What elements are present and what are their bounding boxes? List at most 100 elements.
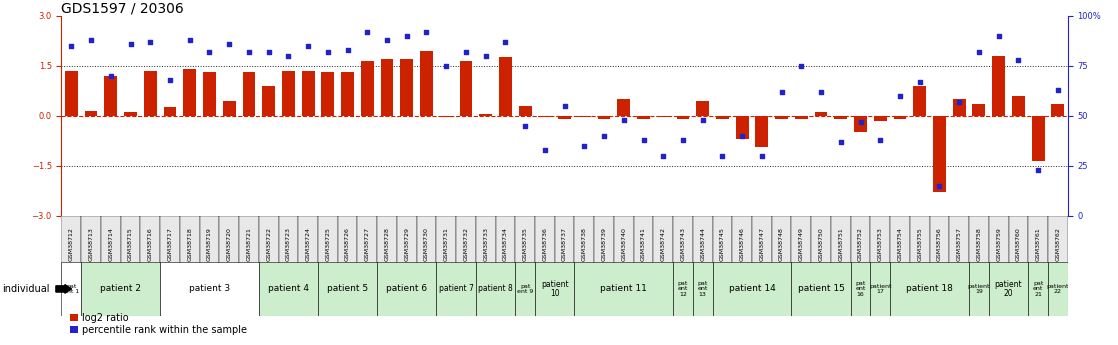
Text: GSM38727: GSM38727 <box>364 227 370 261</box>
Bar <box>893 116 907 119</box>
Bar <box>673 262 693 316</box>
Text: GSM38761: GSM38761 <box>1035 227 1041 261</box>
Point <box>970 49 988 54</box>
Text: GSM38726: GSM38726 <box>345 227 350 261</box>
Bar <box>318 216 338 292</box>
Bar <box>519 106 531 116</box>
Text: GSM38752: GSM38752 <box>858 227 863 261</box>
Bar <box>614 216 634 292</box>
Bar <box>397 216 417 292</box>
Text: GSM38757: GSM38757 <box>957 227 961 261</box>
Bar <box>752 216 771 292</box>
Bar <box>495 216 515 292</box>
Bar <box>282 71 295 116</box>
Bar <box>121 216 141 292</box>
Bar <box>993 56 1005 116</box>
Bar <box>890 216 910 292</box>
Text: patient
19: patient 19 <box>968 284 991 294</box>
Text: GSM38737: GSM38737 <box>562 227 567 261</box>
Point <box>259 49 277 54</box>
Bar <box>456 216 476 292</box>
Text: GSM38714: GSM38714 <box>108 227 113 261</box>
Bar <box>160 262 258 316</box>
Point <box>713 153 731 158</box>
Bar <box>598 116 610 119</box>
Text: GSM38744: GSM38744 <box>700 227 705 261</box>
Bar <box>476 262 515 316</box>
Bar <box>82 262 160 316</box>
Text: GSM38733: GSM38733 <box>483 227 489 261</box>
Bar <box>815 112 827 116</box>
Bar <box>1048 216 1068 292</box>
Point <box>871 137 889 142</box>
Text: GSM38741: GSM38741 <box>641 227 646 261</box>
Point <box>200 49 218 54</box>
Bar <box>575 262 673 316</box>
Bar <box>712 216 732 292</box>
Point <box>240 49 258 54</box>
Bar <box>377 262 436 316</box>
Bar <box>459 61 473 116</box>
Text: GSM38745: GSM38745 <box>720 227 724 261</box>
Text: individual: individual <box>2 284 49 294</box>
Point <box>911 79 929 84</box>
Text: patient 11: patient 11 <box>600 284 647 294</box>
Text: pat
ent
13: pat ent 13 <box>698 281 708 297</box>
Bar <box>732 216 752 292</box>
Text: GDS1597 / 20306: GDS1597 / 20306 <box>61 1 184 16</box>
Bar <box>988 216 1008 292</box>
Text: GSM38753: GSM38753 <box>878 227 883 261</box>
Text: GSM38754: GSM38754 <box>898 227 902 261</box>
Text: patient 6: patient 6 <box>386 284 427 294</box>
Bar <box>792 262 851 316</box>
Point <box>989 33 1007 38</box>
Text: patient 3: patient 3 <box>189 284 230 294</box>
Point <box>141 39 159 44</box>
Bar <box>637 116 650 119</box>
Point <box>220 41 238 46</box>
Bar <box>536 216 555 292</box>
Bar <box>871 262 890 316</box>
Point <box>517 123 534 128</box>
Text: GSM38738: GSM38738 <box>581 227 587 261</box>
Bar <box>1048 262 1068 316</box>
Text: patient 5: patient 5 <box>326 284 368 294</box>
Bar <box>834 116 847 119</box>
Point <box>891 93 909 98</box>
Bar <box>874 116 887 121</box>
Text: GSM38723: GSM38723 <box>286 227 291 261</box>
Point <box>339 47 357 52</box>
Legend: log2 ratio, percentile rank within the sample: log2 ratio, percentile rank within the s… <box>66 309 250 338</box>
Bar <box>775 116 788 119</box>
Text: GSM38751: GSM38751 <box>838 227 843 261</box>
Point <box>832 139 850 144</box>
Text: GSM38719: GSM38719 <box>207 227 212 261</box>
Bar <box>400 59 414 116</box>
Point <box>1049 87 1067 92</box>
Text: GSM38713: GSM38713 <box>88 227 94 261</box>
Text: patient 7: patient 7 <box>438 284 474 294</box>
Point <box>930 183 948 188</box>
Bar <box>439 116 453 117</box>
Point <box>595 133 613 138</box>
Bar <box>575 216 594 292</box>
Bar <box>436 216 456 292</box>
Bar <box>203 72 216 116</box>
Point <box>694 117 712 122</box>
Point <box>457 49 475 54</box>
Bar <box>515 262 536 316</box>
Text: GSM38725: GSM38725 <box>325 227 330 261</box>
Bar <box>1029 216 1048 292</box>
Point <box>280 53 297 58</box>
Point <box>359 29 377 34</box>
Text: pat
ent
12: pat ent 12 <box>678 281 689 297</box>
Point <box>496 39 514 44</box>
Text: GSM38748: GSM38748 <box>779 227 784 261</box>
Text: GSM38724: GSM38724 <box>305 227 311 261</box>
Bar <box>278 216 299 292</box>
Text: GSM38735: GSM38735 <box>522 227 528 261</box>
Bar <box>555 216 575 292</box>
Bar <box>594 216 614 292</box>
Bar <box>322 72 334 116</box>
Bar <box>812 216 831 292</box>
